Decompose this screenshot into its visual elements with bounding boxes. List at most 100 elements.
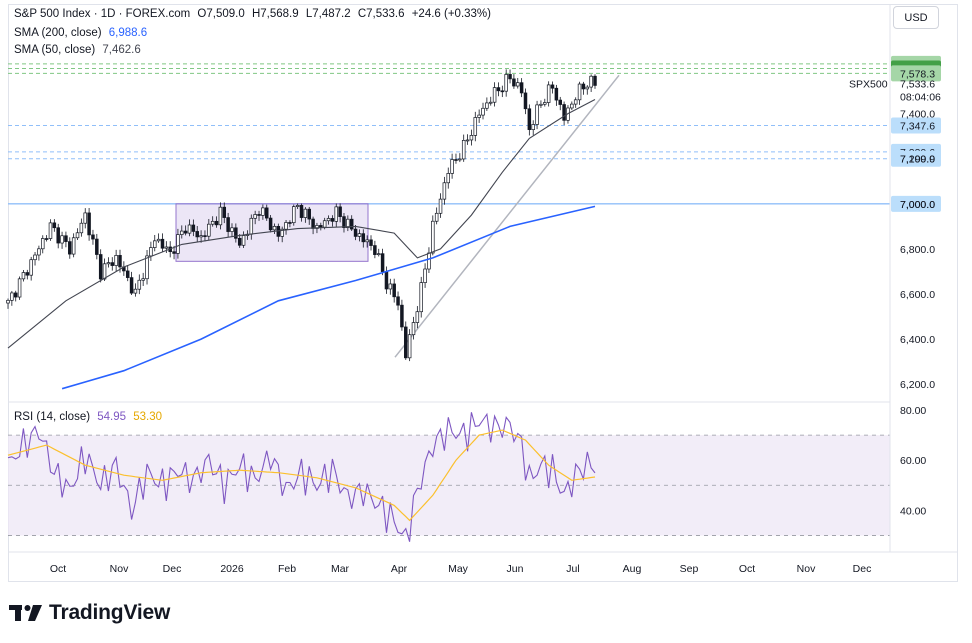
candle-body	[519, 82, 524, 94]
candle-body	[442, 182, 447, 200]
candle-body	[264, 207, 269, 219]
candle-body	[315, 225, 319, 229]
countdown-timer: 08:04:06	[900, 92, 941, 104]
symbol-title[interactable]: S&P 500 Index · 1D · FOREX.com	[14, 8, 191, 20]
ohlc-high: H7,568.9	[251, 8, 299, 20]
ohlc-low: L7,487.2	[305, 8, 351, 20]
candle-body	[87, 212, 91, 236]
candle-body	[481, 107, 485, 116]
chart-frame[interactable]	[8, 4, 958, 582]
candle-body	[91, 234, 95, 240]
candle-body	[531, 124, 535, 130]
candle-body	[369, 239, 373, 246]
price-level-tag	[891, 65, 941, 82]
candle-body	[431, 220, 435, 254]
time-axis-tick: Sep	[680, 563, 699, 575]
candle-body	[95, 238, 99, 255]
candle-body	[71, 237, 76, 255]
candle-body	[125, 270, 130, 278]
candle-body	[349, 218, 354, 230]
sma200-line	[61, 205, 596, 390]
candle-body	[272, 225, 277, 231]
candle-body	[133, 288, 138, 294]
candle-body	[504, 74, 508, 92]
price-axis-tick: 7,000.0	[900, 199, 935, 211]
candle-body	[149, 247, 153, 257]
sma200-legend[interactable]: SMA (200, close) 6,988.6	[14, 27, 151, 39]
candle-body	[384, 271, 389, 290]
candle-body	[404, 326, 408, 359]
sma50-value: 7,462.6	[102, 44, 141, 56]
candle-body	[365, 239, 369, 243]
candle-body	[322, 220, 327, 228]
candle-body	[280, 228, 284, 237]
candle-body	[234, 227, 238, 239]
price-axis-tick: 6,600.0	[900, 289, 935, 301]
candle-body	[183, 230, 188, 234]
candle-body	[469, 135, 474, 141]
price-legend: S&P 500 Index · 1D · FOREX.com O7,509.0 …	[14, 8, 495, 20]
candle-body	[172, 251, 176, 254]
candle-body	[434, 212, 439, 222]
candle-body	[13, 292, 18, 298]
candle-body	[465, 139, 470, 142]
sma200-label: SMA (200, close)	[14, 27, 102, 39]
price-level-tag	[891, 117, 941, 134]
candle-body	[411, 322, 416, 336]
rsi-legend[interactable]: RSI (14, close) 54.95 53.30	[14, 411, 166, 423]
candle-body	[388, 283, 393, 290]
candle-body	[326, 218, 331, 222]
currency-button[interactable]: USD	[893, 6, 939, 29]
current-price-value: 7,533.6	[900, 79, 935, 91]
rsi-ma-line	[7, 429, 596, 522]
candle-body	[17, 278, 22, 298]
sma50-label: SMA (50, close)	[14, 44, 96, 56]
time-axis-tick: Mar	[331, 563, 350, 575]
candle-body	[44, 238, 49, 240]
candle-body	[573, 99, 578, 105]
candle-body	[500, 90, 505, 93]
candle-body	[376, 253, 381, 256]
candle-body	[164, 246, 169, 249]
candle-body	[427, 252, 431, 270]
tradingview-logo[interactable]: TradingView	[9, 598, 170, 628]
candle-body	[191, 224, 196, 232]
sma50-legend[interactable]: SMA (50, close) 7,462.6	[14, 44, 145, 56]
candle-body	[473, 117, 478, 136]
candle-body	[199, 235, 203, 238]
candle-body	[512, 78, 516, 87]
candle-body	[114, 255, 118, 266]
price-axis-tick: 6,400.0	[900, 334, 935, 346]
candle-body	[288, 222, 292, 224]
candle-body	[581, 83, 586, 90]
candle-body	[180, 230, 184, 235]
time-axis-tick: Feb	[278, 563, 296, 575]
time-axis-tick: 2026	[220, 563, 244, 575]
candle-body	[145, 255, 149, 280]
candle-body	[98, 254, 103, 280]
candle-body	[37, 248, 41, 256]
time-axis-tick: Jul	[566, 563, 579, 575]
candle-body	[249, 217, 254, 235]
ohlc-change: +24.6 (+0.33%)	[411, 8, 491, 20]
candle-body	[577, 83, 582, 101]
candle-body	[160, 238, 165, 249]
candle-body	[292, 206, 296, 224]
candle-body	[461, 140, 466, 160]
candle-body	[492, 87, 497, 103]
candle-body	[423, 268, 427, 283]
current-price-symbol: SPX500	[849, 79, 888, 91]
candle-body	[585, 86, 590, 90]
time-axis-tick: Nov	[797, 563, 816, 575]
candle-body	[268, 217, 273, 231]
rsi-value: 54.95	[97, 411, 127, 423]
candle-body	[222, 206, 227, 218]
candle-body	[485, 102, 489, 109]
candle-body	[226, 217, 230, 232]
candle-body	[203, 235, 207, 237]
candle-body	[319, 225, 323, 228]
ohlc-open: O7,509.0	[197, 8, 245, 20]
time-axis-tick: Apr	[391, 563, 408, 575]
ohlc-close: C7,533.6	[357, 8, 405, 20]
